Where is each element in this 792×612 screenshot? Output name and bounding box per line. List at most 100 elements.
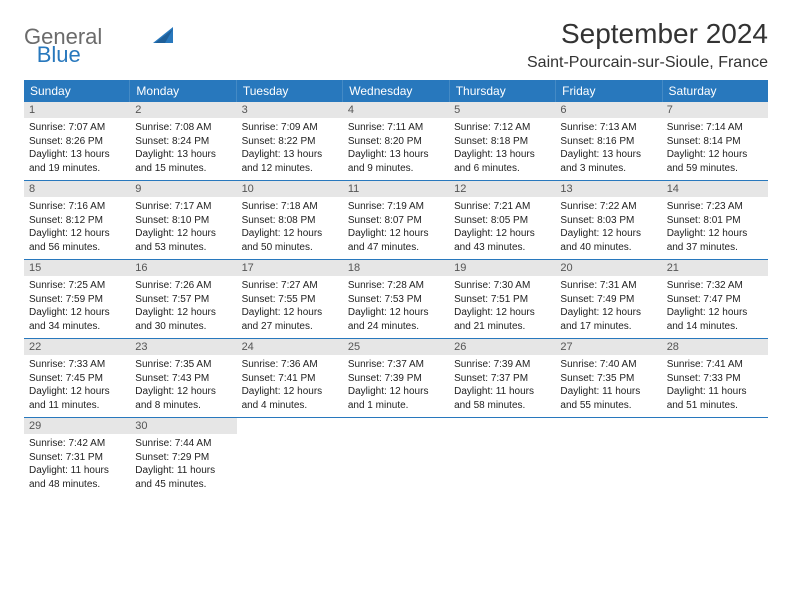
- daylight-line-2: and 40 minutes.: [560, 241, 656, 255]
- calendar-row: 1 Sunrise: 7:07 AMSunset: 8:26 PM Daylight…: [24, 102, 768, 180]
- day-details: Sunrise: 7:30 AMSunset: 7:51 PMDaylight:…: [449, 276, 555, 338]
- calendar-cell: 20Sunrise: 7:31 AMSunset: 7:49 PMDayligh…: [555, 260, 661, 338]
- day-number: 12: [449, 181, 555, 197]
- calendar-cell: 29Sunrise: 7:42 AMSunset: 7:31 PMDayligh…: [24, 418, 130, 496]
- daylight-line-1: Daylight: 12 hours: [242, 306, 338, 320]
- daylight-line-1: Daylight: 12 hours: [29, 306, 125, 320]
- calendar-cell: 4Sunrise: 7:11 AMSunset: 8:20 PMDaylight…: [343, 102, 449, 180]
- day-number: 11: [343, 181, 449, 197]
- sunset-line: Sunset: 7:49 PM: [560, 293, 656, 307]
- day-details: Sunrise: 7:25 AMSunset: 7:59 PMDaylight:…: [24, 276, 130, 338]
- calendar-body: 1 Sunrise: 7:07 AMSunset: 8:26 PM Daylight…: [24, 102, 768, 496]
- day-number: 22: [24, 339, 130, 355]
- location-label: Saint-Pourcain-sur-Sioule, France: [527, 54, 768, 72]
- sunset-line: Sunset: 8:01 PM: [667, 214, 763, 228]
- calendar-cell: 5Sunrise: 7:12 AMSunset: 8:18 PMDaylight…: [449, 102, 555, 180]
- sunset-line: Sunset: 8:07 PM: [348, 214, 444, 228]
- daylight-line-2: and 21 minutes.: [454, 320, 550, 334]
- daylight-line-1: Daylight: 11 hours: [29, 464, 125, 478]
- day-details: Sunrise: 7:33 AMSunset: 7:45 PMDaylight:…: [24, 355, 130, 417]
- sunrise-line: Sunrise: 7:28 AM: [348, 279, 444, 293]
- sunset-line: Sunset: 8:12 PM: [29, 214, 125, 228]
- calendar-cell: 16Sunrise: 7:26 AMSunset: 7:57 PMDayligh…: [130, 260, 236, 338]
- sunrise-line: Sunrise: 7:21 AM: [454, 200, 550, 214]
- day-details: Sunrise: 7:08 AMSunset: 8:24 PMDaylight:…: [130, 118, 236, 180]
- daylight-line-2: and 11 minutes.: [29, 399, 125, 413]
- calendar-header-cell: Friday: [556, 80, 662, 102]
- sunrise-line: Sunrise: 7:32 AM: [667, 279, 763, 293]
- daylight-line-2: and 50 minutes.: [242, 241, 338, 255]
- daylight-line-1: Daylight: 13 hours: [454, 148, 550, 162]
- day-details: Sunrise: 7:19 AMSunset: 8:07 PMDaylight:…: [343, 197, 449, 259]
- day-details: Sunrise: 7:42 AMSunset: 7:31 PMDaylight:…: [24, 434, 130, 496]
- daylight-line-1: Daylight: 12 hours: [454, 227, 550, 241]
- sunset-line: Sunset: 8:26 PM: [29, 135, 125, 149]
- sunrise-line: Sunrise: 7:07 AM: [29, 121, 125, 135]
- daylight-line-1: Daylight: 12 hours: [560, 227, 656, 241]
- sunset-line: Sunset: 8:22 PM: [242, 135, 338, 149]
- day-number: 21: [662, 260, 768, 276]
- sunrise-line: Sunrise: 7:30 AM: [454, 279, 550, 293]
- sunset-line: Sunset: 7:29 PM: [135, 451, 231, 465]
- header: General Blue September 2024 Saint-Pourca…: [24, 18, 768, 72]
- sunrise-line: Sunrise: 7:44 AM: [135, 437, 231, 451]
- day-number: 5: [449, 102, 555, 118]
- sunrise-line: Sunrise: 7:11 AM: [348, 121, 444, 135]
- calendar-cell: 13Sunrise: 7:22 AMSunset: 8:03 PMDayligh…: [555, 181, 661, 259]
- day-details: Sunrise: 7:12 AMSunset: 8:18 PMDaylight:…: [449, 118, 555, 180]
- day-details: Sunrise: 7:16 AMSunset: 8:12 PMDaylight:…: [24, 197, 130, 259]
- sunrise-line: Sunrise: 7:27 AM: [242, 279, 338, 293]
- day-details: Sunrise: 7:27 AMSunset: 7:55 PMDaylight:…: [237, 276, 343, 338]
- calendar-row: 22Sunrise: 7:33 AMSunset: 7:45 PMDayligh…: [24, 338, 768, 417]
- sunset-line: Sunset: 7:31 PM: [29, 451, 125, 465]
- day-number: 25: [343, 339, 449, 355]
- day-details: Sunrise: 7:11 AMSunset: 8:20 PMDaylight:…: [343, 118, 449, 180]
- sunrise-line: Sunrise: 7:35 AM: [135, 358, 231, 372]
- daylight-line-2: and 19 minutes.: [29, 162, 125, 176]
- daylight-line-1: Daylight: 12 hours: [667, 148, 763, 162]
- day-number: 4: [343, 102, 449, 118]
- daylight-line-2: and 14 minutes.: [667, 320, 763, 334]
- daylight-line-2: and 6 minutes.: [454, 162, 550, 176]
- sunset-line: Sunset: 8:03 PM: [560, 214, 656, 228]
- sunset-line: Sunset: 8:18 PM: [454, 135, 550, 149]
- sunset-line: Sunset: 7:53 PM: [348, 293, 444, 307]
- daylight-line-1: Daylight: 13 hours: [560, 148, 656, 162]
- day-number-empty: [237, 418, 343, 434]
- calendar-cell: 17Sunrise: 7:27 AMSunset: 7:55 PMDayligh…: [237, 260, 343, 338]
- daylight-line-2: and 59 minutes.: [667, 162, 763, 176]
- logo-text-blue: Blue: [37, 42, 81, 67]
- sunrise-line: Sunrise: 7:41 AM: [667, 358, 763, 372]
- sunset-line: Sunset: 7:59 PM: [29, 293, 125, 307]
- sunset-line: Sunset: 7:55 PM: [242, 293, 338, 307]
- sunrise-line: Sunrise: 7:31 AM: [560, 279, 656, 293]
- calendar-cell: 15Sunrise: 7:25 AMSunset: 7:59 PMDayligh…: [24, 260, 130, 338]
- calendar-cell: [662, 418, 768, 496]
- daylight-line-2: and 15 minutes.: [135, 162, 231, 176]
- day-number: 1: [24, 102, 130, 118]
- day-number-empty: [343, 418, 449, 434]
- sunrise-line: Sunrise: 7:37 AM: [348, 358, 444, 372]
- calendar-cell: 28Sunrise: 7:41 AMSunset: 7:33 PMDayligh…: [662, 339, 768, 417]
- day-details: Sunrise: 7:13 AMSunset: 8:16 PMDaylight:…: [555, 118, 661, 180]
- day-details: Sunrise: 7:37 AMSunset: 7:39 PMDaylight:…: [343, 355, 449, 417]
- day-number: 17: [237, 260, 343, 276]
- daylight-line-2: and 47 minutes.: [348, 241, 444, 255]
- daylight-line-1: Daylight: 12 hours: [135, 385, 231, 399]
- daylight-line-1: Daylight: 12 hours: [135, 306, 231, 320]
- sunrise-line: Sunrise: 7:17 AM: [135, 200, 231, 214]
- daylight-line-2: and 12 minutes.: [242, 162, 338, 176]
- sunset-line: Sunset: 7:41 PM: [242, 372, 338, 386]
- calendar-row: 15Sunrise: 7:25 AMSunset: 7:59 PMDayligh…: [24, 259, 768, 338]
- sunset-line: Sunset: 7:39 PM: [348, 372, 444, 386]
- calendar-cell: [449, 418, 555, 496]
- sunrise-line: Sunrise: 7:25 AM: [29, 279, 125, 293]
- sunset-line: Sunset: 7:43 PM: [135, 372, 231, 386]
- sunset-line: Sunset: 8:05 PM: [454, 214, 550, 228]
- day-number: 16: [130, 260, 236, 276]
- calendar-cell: 23Sunrise: 7:35 AMSunset: 7:43 PMDayligh…: [130, 339, 236, 417]
- day-number-empty: [662, 418, 768, 434]
- daylight-line-2: and 17 minutes.: [560, 320, 656, 334]
- daylight-line-1: Daylight: 12 hours: [667, 306, 763, 320]
- day-number: 2: [130, 102, 236, 118]
